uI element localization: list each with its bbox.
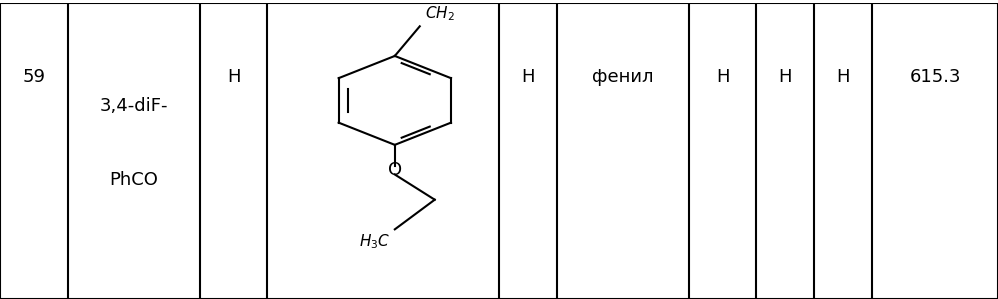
Text: 615.3: 615.3: [909, 68, 961, 86]
Text: $H_3C$: $H_3C$: [358, 232, 390, 251]
Text: H: H: [836, 68, 850, 86]
Text: H: H: [778, 68, 792, 86]
Text: фенил: фенил: [592, 68, 654, 86]
Text: H: H: [521, 68, 535, 86]
Text: $CH_2$: $CH_2$: [425, 4, 454, 23]
Text: 3,4-diF-: 3,4-diF-: [100, 97, 168, 115]
Text: H: H: [227, 68, 241, 86]
Text: 59: 59: [22, 68, 46, 86]
Text: O: O: [388, 161, 402, 179]
Text: PhCO: PhCO: [110, 171, 158, 190]
Text: H: H: [716, 68, 730, 86]
